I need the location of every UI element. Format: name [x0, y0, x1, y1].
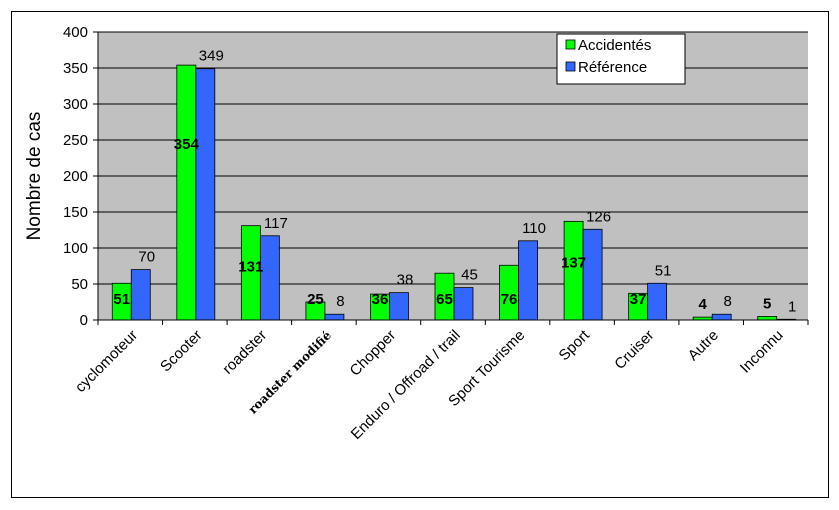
- y-tick-label: 200: [63, 168, 88, 185]
- data-label-accidentes: 5: [763, 295, 771, 312]
- bar-reference: [259, 235, 280, 321]
- x-category-label: roadster: [219, 327, 270, 378]
- data-label-reference: 117: [264, 215, 288, 232]
- x-category-label: cyclomoteur: [72, 327, 141, 396]
- y-tick-label: 250: [63, 132, 88, 149]
- bar-reference: [518, 240, 538, 321]
- x-category-label: Enduro / Offroad / trail: [348, 327, 464, 443]
- legend-label-accidentes: Accidentés: [578, 37, 651, 54]
- bar-accidentes: [757, 315, 778, 321]
- y-tick-label: 350: [63, 60, 88, 77]
- y-tick-label: 50: [71, 276, 88, 293]
- data-label-reference: 38: [397, 272, 414, 289]
- y-tick-label: 300: [63, 96, 88, 113]
- data-label-accidentes: 131: [238, 259, 263, 276]
- legend-swatch-accidentes: [565, 39, 576, 50]
- data-label-accidentes: 76: [501, 291, 518, 308]
- x-category-label: Inconnu: [737, 327, 787, 377]
- x-category-label: Scooter: [157, 327, 206, 376]
- bar-reference: [389, 292, 409, 321]
- x-category-label: Sport: [556, 326, 594, 364]
- x-category-label: Chopper: [347, 327, 400, 380]
- data-label-accidentes: 25: [307, 291, 324, 308]
- data-label-accidentes: 4: [699, 296, 708, 313]
- legend-label-reference: Référence: [578, 59, 647, 76]
- data-label-reference: 126: [586, 208, 611, 225]
- legend: Accidentés Référence: [556, 33, 686, 85]
- y-tick-label: 400: [63, 24, 88, 41]
- data-label-reference: 51: [655, 262, 672, 279]
- data-label-reference: 45: [461, 267, 478, 284]
- data-label-reference: 349: [199, 48, 224, 65]
- data-label-accidentes: 51: [113, 291, 130, 308]
- y-tick-label: 0: [80, 312, 88, 329]
- data-label-reference: 8: [724, 293, 732, 310]
- bar-accidentes: [176, 64, 197, 321]
- data-label-accidentes: 36: [372, 291, 389, 308]
- bar-reference: [453, 287, 474, 321]
- data-label-accidentes: 65: [436, 291, 453, 308]
- bar-reference: [711, 313, 732, 321]
- bar-reference: [130, 269, 151, 321]
- bar-reference: [324, 313, 345, 321]
- bar-reference: [582, 228, 603, 321]
- data-label-reference: 70: [138, 249, 155, 266]
- gridlines: [98, 31, 808, 285]
- bar-reference: [647, 282, 668, 321]
- bars: [111, 64, 797, 321]
- y-axis-ticks: 0 50 100 150 200 250 300 350 400: [63, 24, 98, 329]
- legend-swatch-reference: [565, 61, 576, 72]
- y-tick-label: 100: [63, 240, 88, 257]
- data-label-accidentes: 137: [561, 254, 586, 271]
- y-tick-label: 150: [63, 204, 88, 221]
- x-category-label: Autre: [685, 327, 722, 364]
- data-label-reference: 110: [522, 220, 546, 237]
- y-axis-label: Nombre de cas: [24, 112, 45, 241]
- x-category-label: Cruiser: [611, 327, 657, 373]
- legend-box: [556, 33, 686, 85]
- data-label-accidentes: 354: [174, 136, 200, 153]
- data-label-reference: 1: [788, 298, 796, 315]
- data-label-accidentes: 37: [630, 291, 647, 308]
- data-label-reference: 8: [336, 293, 344, 310]
- bar-reference: [195, 68, 216, 321]
